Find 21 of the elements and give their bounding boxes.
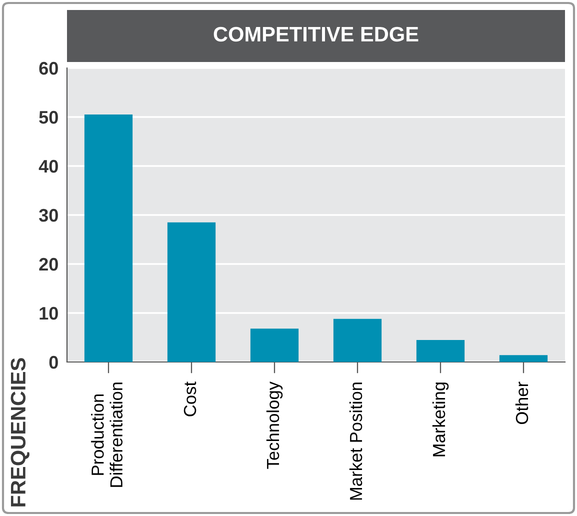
- bar: [499, 355, 548, 362]
- x-tick-label: Market Position: [349, 382, 362, 500]
- x-tick-label: Other: [515, 382, 528, 424]
- bar: [167, 222, 216, 362]
- bar: [333, 318, 382, 362]
- y-tick-label: 60: [39, 62, 58, 75]
- bar: [250, 328, 299, 362]
- x-tick-label: Production Differentiation: [91, 382, 123, 487]
- y-tick-label: 50: [39, 110, 58, 124]
- x-tick-label: Marketing: [432, 382, 449, 456]
- bar: [416, 340, 465, 362]
- y-tick-label: 10: [40, 306, 58, 320]
- bar: [84, 114, 133, 362]
- y-tick-label: 40: [38, 160, 58, 173]
- chart-title: COMPETITIVE EDGE: [214, 26, 418, 42]
- y-tick-label: 0: [49, 356, 58, 369]
- y-axis-title: FREQUENCIES: [10, 358, 30, 506]
- y-tick-label: 20: [39, 258, 58, 271]
- x-tick-label: Cost: [184, 382, 196, 416]
- x-tick-label: Technology: [266, 381, 283, 469]
- y-tick-label: 30: [39, 208, 58, 222]
